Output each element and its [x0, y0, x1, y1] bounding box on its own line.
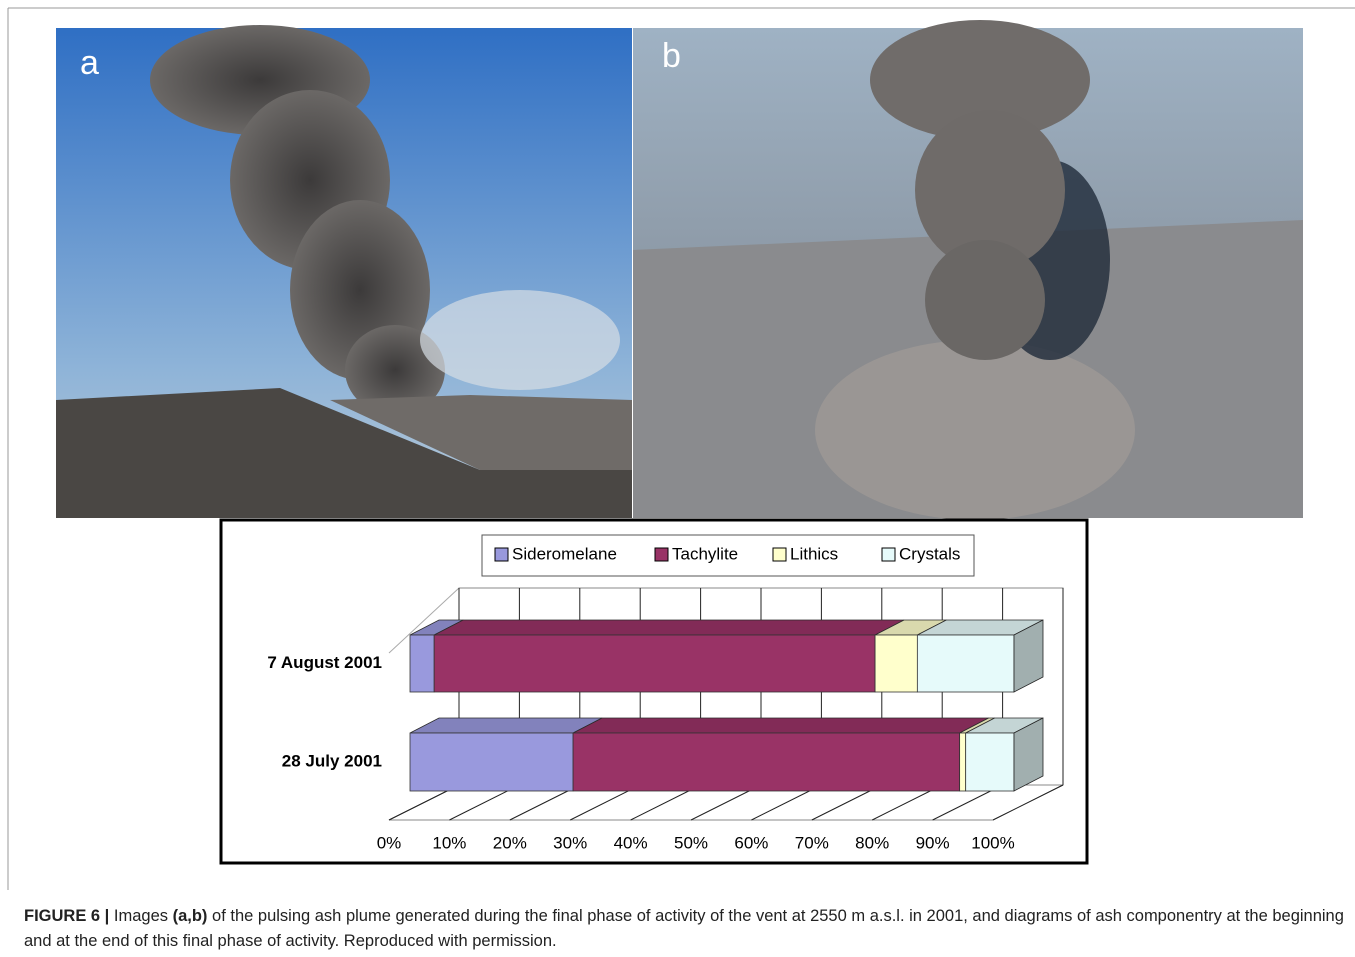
bar-segment — [434, 620, 904, 692]
bar-front — [410, 733, 573, 791]
caption-text: (a,b) — [173, 907, 208, 925]
caption-label: FIGURE 6 | — [24, 907, 109, 925]
bar-top — [573, 718, 989, 733]
x-tick-label: 90% — [916, 833, 950, 852]
bar-front — [966, 733, 1014, 791]
x-tick-label: 80% — [855, 833, 889, 852]
bar-top — [410, 718, 602, 733]
legend-swatch — [882, 548, 895, 561]
bar-top — [434, 620, 904, 635]
x-tick-label: 30% — [553, 833, 587, 852]
bar-segment — [966, 718, 1043, 791]
bar-front — [917, 635, 1014, 692]
legend-swatch — [773, 548, 786, 561]
bar-front — [410, 635, 434, 692]
bar-segment — [917, 620, 1043, 692]
x-tick-label: 100% — [971, 833, 1014, 852]
bar-front — [875, 635, 917, 692]
x-tick-label: 20% — [493, 833, 527, 852]
caption-text: Images — [114, 907, 173, 925]
legend-swatch — [655, 548, 668, 561]
x-tick-label: 70% — [795, 833, 829, 852]
x-tick-label: 10% — [432, 833, 466, 852]
caption-text: of the pulsing ash plume generated durin… — [24, 907, 1344, 950]
x-tick-label: 40% — [614, 833, 648, 852]
legend-label: Lithics — [790, 544, 838, 563]
y-tick-label: 28 July 2001 — [282, 751, 382, 770]
caption: FIGURE 6 | Images (a,b) of the pulsing a… — [24, 904, 1344, 954]
x-tick-label: 0% — [377, 833, 402, 852]
x-tick-label: 60% — [734, 833, 768, 852]
panel-label: a — [80, 44, 99, 82]
bar-segment — [573, 718, 989, 791]
bar-front — [960, 733, 966, 791]
legend-label: Tachylite — [672, 544, 738, 563]
legend-label: Sideromelane — [512, 544, 617, 563]
photo-b: b — [633, 20, 1303, 520]
photo-a: a — [56, 25, 632, 518]
panel-label: b — [662, 37, 681, 75]
figure-page: a b 0% 10% 20% 30% 40% 50% 60% 70% 80% 90% 100% 7 A… — [0, 0, 1355, 957]
x-tick-label: 50% — [674, 833, 708, 852]
figure: a b 0% 10% 20% 30% 40% 50% 60% 70% 80% 90% 100% 7 A… — [0, 0, 1355, 900]
bar-front — [573, 733, 960, 791]
y-tick-label: 7 August 2001 — [267, 653, 382, 672]
legend-swatch — [495, 548, 508, 561]
bar-front — [434, 635, 875, 692]
legend-label: Crystals — [899, 544, 960, 563]
